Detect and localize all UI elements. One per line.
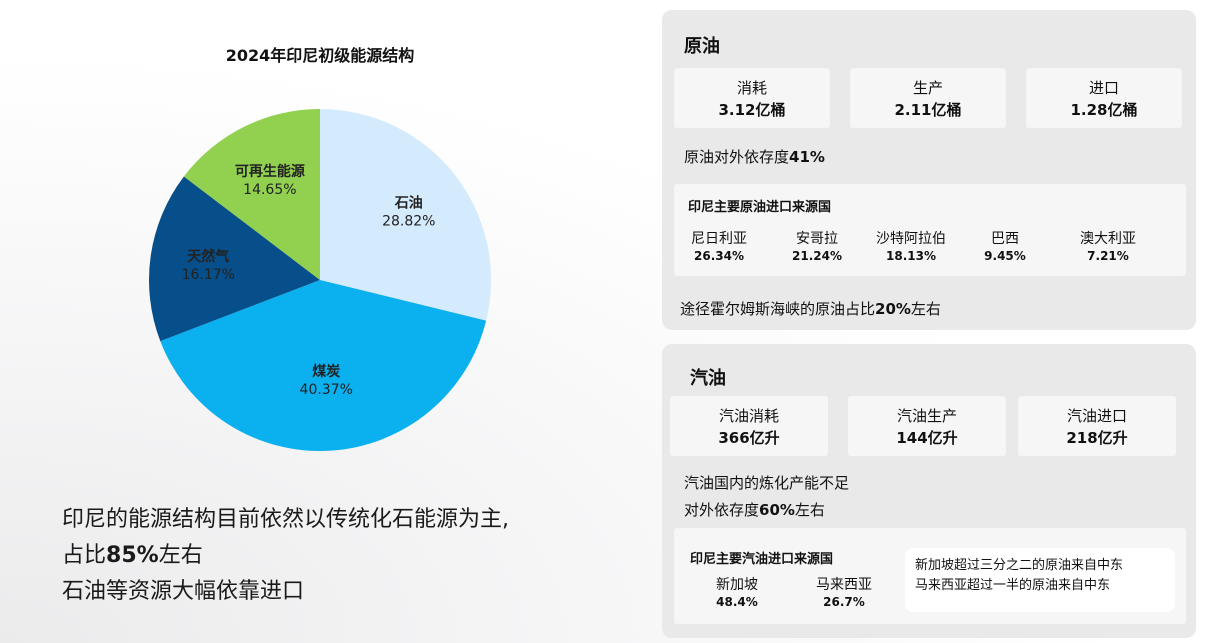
- slice-value-label: 14.65%: [243, 182, 296, 198]
- slice-name-label: 煤炭: [312, 363, 340, 380]
- crude-sources-title: 印尼主要原油进口来源国: [688, 200, 832, 215]
- gasoline-sources-title: 印尼主要汽油进口来源国: [690, 552, 834, 567]
- source-item: 安哥拉 21.24%: [792, 231, 842, 263]
- stat-value: 1.28亿桶: [1070, 101, 1138, 119]
- stat-label: 消耗: [736, 79, 767, 97]
- stat-label: 汽油生产: [896, 407, 957, 425]
- gasoline-sources-box: 印尼主要汽油进口来源国 新加坡 48.4% 马来西亚 26.7% 新加坡超过三分之二…: [674, 528, 1186, 624]
- source-item: 沙特阿拉伯 18.13%: [876, 231, 946, 263]
- source-item: 新加坡 48.4%: [716, 577, 758, 609]
- slice-value-label: 40.37%: [300, 382, 353, 398]
- slice-name-label: 可再生能源: [235, 163, 305, 180]
- pie-slice: [183, 108, 320, 280]
- stat-label: 生产: [912, 79, 943, 97]
- chart-title: 2024年印尼初级能源结构: [225, 46, 415, 65]
- gasoline-consumption-card: 汽油消耗 366亿升: [670, 396, 828, 456]
- summary-share: 85%: [106, 543, 159, 568]
- summary-line-2: 占比85%左右: [62, 543, 203, 568]
- gasoline-import-card: 汽油进口 218亿升: [1018, 396, 1176, 456]
- gasoline-panel: 汽油 汽油消耗 366亿升 汽油生产 144亿升 汽油进口 218亿升 汽油国内…: [662, 344, 1196, 638]
- gasoline-title: 汽油: [690, 368, 726, 389]
- stat-value: 218亿升: [1066, 429, 1128, 447]
- crude-consumption-card: 消耗 3.12亿桶: [674, 68, 830, 128]
- pie-slice: [149, 176, 320, 342]
- summary-line-1: 印尼的能源结构目前依然以传统化石能源为主,: [62, 507, 509, 532]
- gasoline-production-card: 汽油生产 144亿升: [848, 396, 1006, 456]
- pie-slice: [160, 280, 487, 452]
- slice-value-label: 28.82%: [382, 213, 435, 229]
- summary-line-3: 石油等资源大幅依靠进口: [62, 579, 305, 604]
- stat-value: 144亿升: [896, 429, 958, 447]
- stat-value: 3.12亿桶: [718, 101, 786, 119]
- crude-panel: 原油 消耗 3.12亿桶 生产 2.11亿桶 进口 1.28亿桶 原油对外依存度…: [662, 10, 1196, 330]
- crude-title: 原油: [684, 36, 720, 57]
- stat-label: 汽油进口: [1066, 407, 1127, 425]
- gasoline-refining-note: 汽油国内的炼化产能不足: [684, 474, 850, 492]
- slice-name-label: 天然气: [187, 248, 229, 265]
- stat-label: 进口: [1088, 79, 1119, 97]
- slice-name-label: 石油: [394, 194, 423, 211]
- crude-hormuz-share: 途径霍尔姆斯海峡的原油占比20%左右: [680, 300, 941, 318]
- source-item: 澳大利亚 7.21%: [1080, 231, 1136, 263]
- source-item: 巴西 9.45%: [984, 231, 1026, 263]
- slice-value-label: 16.17%: [182, 267, 235, 283]
- summary-text: 印尼的能源结构目前依然以传统化石能源为主, 占比85%左右 石油等资源大幅依靠进…: [62, 502, 509, 610]
- crude-dependency: 原油对外依存度41%: [684, 148, 825, 166]
- crude-sources-box: 印尼主要原油进口来源国 尼日利亚 26.34% 安哥拉 21.24% 沙特阿拉伯 18…: [674, 184, 1186, 276]
- pie-slice: [320, 109, 492, 321]
- gasoline-dependency: 对外依存度60%左右: [684, 501, 825, 519]
- stat-value: 366亿升: [718, 429, 780, 447]
- middle-east-note: 新加坡超过三分之二的原油来自中东 马来西亚超过一半的原油来自中东: [905, 548, 1175, 612]
- crude-production-card: 生产 2.11亿桶: [850, 68, 1006, 128]
- stat-label: 汽油消耗: [718, 407, 779, 425]
- crude-import-card: 进口 1.28亿桶: [1026, 68, 1182, 128]
- source-item: 马来西亚 26.7%: [816, 577, 872, 609]
- source-item: 尼日利亚 26.34%: [691, 231, 747, 263]
- pie-chart: 石油 28.82% 煤炭 40.37% 天然气 16.17% 可再生能源 14.65%: [149, 108, 492, 452]
- stat-value: 2.11亿桶: [894, 101, 962, 119]
